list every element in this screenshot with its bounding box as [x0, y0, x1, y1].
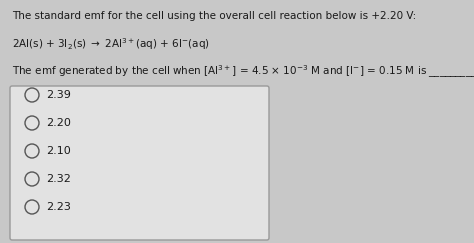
- Text: The standard emf for the cell using the overall cell reaction below is +2.20 V:: The standard emf for the cell using the …: [12, 11, 416, 21]
- Text: 2.23: 2.23: [46, 202, 71, 212]
- Text: 2.32: 2.32: [46, 174, 71, 184]
- FancyBboxPatch shape: [10, 86, 269, 240]
- Text: 2Al(s) + 3I$_2$(s) $\rightarrow$ 2Al$^{3+}$(aq) + 6I$^{-}$(aq): 2Al(s) + 3I$_2$(s) $\rightarrow$ 2Al$^{3…: [12, 36, 210, 52]
- Text: 2.39: 2.39: [46, 90, 71, 100]
- Text: The emf generated by the cell when [Al$^{3+}$] = 4.5 $\times$ 10$^{-3}$ M and [I: The emf generated by the cell when [Al$^…: [12, 63, 474, 80]
- Text: 2.20: 2.20: [46, 118, 71, 128]
- Text: 2.10: 2.10: [46, 146, 71, 156]
